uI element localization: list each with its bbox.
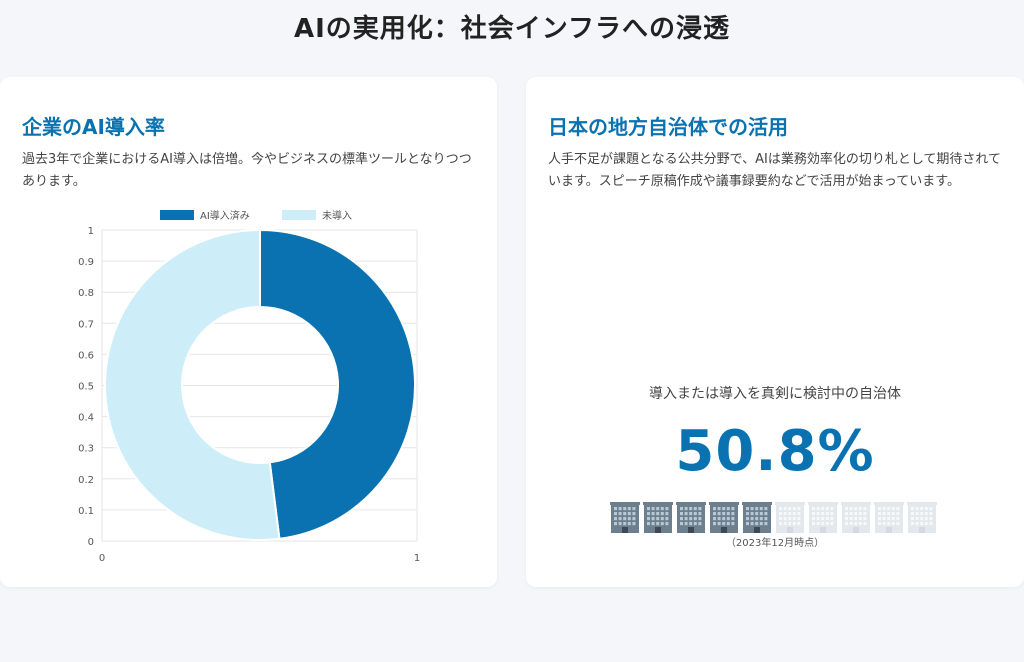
stat-note: （2023年12月時点） <box>725 538 825 549</box>
y-tick-label: 0.4 <box>78 413 94 424</box>
building-icon-active <box>742 501 772 533</box>
y-tick-label: 0.1 <box>78 506 94 517</box>
page-title: AIの実用化：社会インフラへの浸透 <box>293 14 731 44</box>
building-icon-inactive <box>775 501 805 533</box>
building-icon-active <box>676 501 706 533</box>
y-tick-label: 0.8 <box>78 288 94 299</box>
building-icon-active <box>643 501 673 533</box>
building-icon-inactive <box>874 501 904 533</box>
y-tick-label: 0.2 <box>78 475 94 486</box>
building-icon-inactive <box>808 501 838 533</box>
municipality-title: 日本の地方自治体での活用 <box>548 115 788 139</box>
building-icon-inactive <box>907 501 937 533</box>
y-tick-label: 0.3 <box>78 444 94 455</box>
y-tick-label: 0.6 <box>78 350 94 361</box>
building-icons-row <box>610 501 940 533</box>
municipality-description: 人手不足が課題となる公共分野で、AIは業務効率化の切り札として期待されています。… <box>548 152 1002 189</box>
legend-label: AI導入済み <box>200 209 250 222</box>
y-tick-label: 0.5 <box>78 382 94 393</box>
building-icon-inactive <box>841 501 871 533</box>
x-tick-label: 0 <box>99 553 105 564</box>
slice-1 <box>104 228 281 541</box>
ai-adoption-doughnut-chart: 0 0.1 0.2 0.3 0.4 0.5 0.6 0.7 0.8 0.9 1 0 1 AI導入済み 未導入 <box>78 209 420 564</box>
enterprise-ai-card: 企業のAI導入率 過去3年で企業におけるAI導入は倍増。今やビジネスの標準ツール… <box>0 77 497 587</box>
stat-value: 50.8% <box>675 419 875 484</box>
y-tick-label: 0 <box>88 537 94 548</box>
legend-swatch <box>160 210 194 220</box>
building-icon-active <box>709 501 739 533</box>
stat-label: 導入または導入を真剣に検討中の自治体 <box>649 386 901 402</box>
enterprise-ai-description: 過去3年で企業におけるAI導入は倍増。今やビジネスの標準ツールとなりつつあります… <box>22 152 472 189</box>
y-tick-label: 0.9 <box>78 257 94 268</box>
y-tick-label: 0.7 <box>78 319 94 330</box>
legend-label: 未導入 <box>322 209 352 222</box>
slice-0 <box>259 228 417 540</box>
y-tick-label: 1 <box>88 226 94 237</box>
building-icon-active <box>610 501 640 533</box>
municipality-card: 日本の地方自治体での活用 人手不足が課題となる公共分野で、AIは業務効率化の切り… <box>526 77 1024 587</box>
x-tick-label: 1 <box>414 553 420 564</box>
enterprise-ai-title: 企業のAI導入率 <box>22 115 165 139</box>
legend-swatch <box>282 210 316 220</box>
